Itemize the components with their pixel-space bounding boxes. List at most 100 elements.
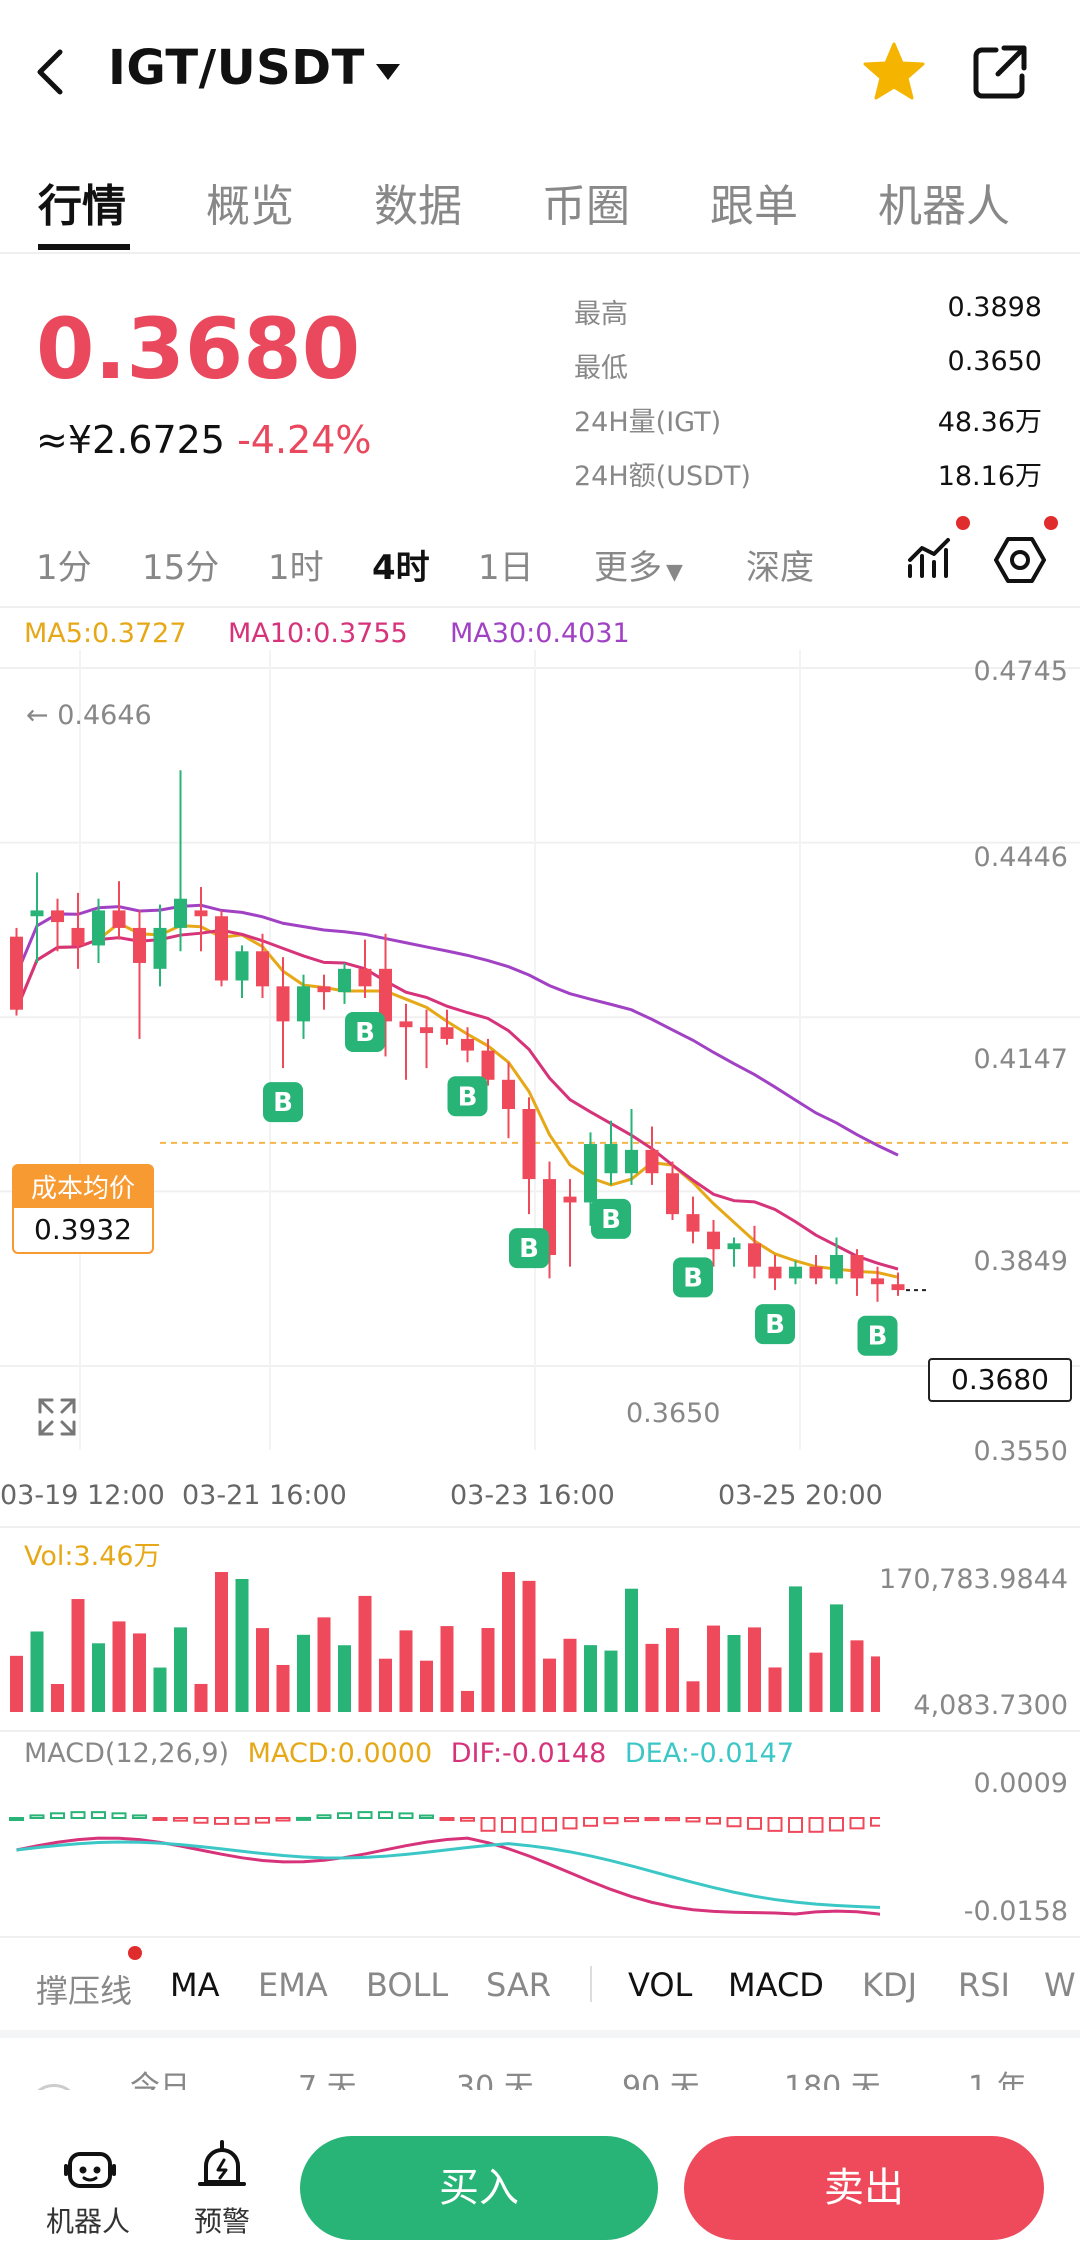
- indicator-sar[interactable]: SAR: [486, 1966, 552, 2004]
- candle-body: [194, 910, 208, 917]
- macd-bar: [849, 1817, 865, 1830]
- indicator-boll[interactable]: BOLL: [366, 1966, 449, 2004]
- candle-body: [30, 910, 44, 917]
- macd-bar: [562, 1817, 578, 1830]
- candlestick-chart[interactable]: B B B B B B B B: [0, 650, 1080, 1470]
- macd-bottom-label: -0.0158: [963, 1896, 1068, 1927]
- interval-4h[interactable]: 4时: [372, 548, 430, 588]
- indicator-kdj[interactable]: KDJ: [862, 1966, 918, 2004]
- tab-market[interactable]: 行情: [38, 181, 126, 232]
- y-axis-label: 0.3550: [973, 1436, 1068, 1467]
- tab-data[interactable]: 数据: [374, 181, 462, 232]
- indicator-ma[interactable]: MA: [170, 1966, 220, 2004]
- indicator-rsi[interactable]: RSI: [958, 1966, 1010, 2004]
- volume-bar: [543, 1658, 556, 1712]
- macd-bar: [378, 1811, 393, 1819]
- volume-bar: [645, 1643, 659, 1712]
- share-icon[interactable]: [970, 42, 1030, 102]
- candle-body: [850, 1255, 864, 1279]
- macd-bar: [173, 1817, 188, 1822]
- candle: [727, 1237, 741, 1267]
- interval-1h[interactable]: 1时: [268, 548, 324, 588]
- tab-robot[interactable]: 机器人: [878, 181, 1010, 232]
- interval-depth[interactable]: 深度: [746, 548, 814, 588]
- volume-bar: [809, 1652, 823, 1712]
- indicator-support-resistance[interactable]: 撑压线: [36, 1972, 133, 2010]
- buy-marker-label: B: [458, 1082, 478, 1112]
- candle: [707, 1219, 720, 1267]
- cost-average-tag: 成本均价: [12, 1164, 154, 1211]
- candle-body: [215, 916, 228, 981]
- macd-bar: [624, 1817, 639, 1823]
- back-arrow-icon[interactable]: [30, 46, 70, 98]
- alert-bell-icon[interactable]: [194, 2138, 250, 2194]
- x-axis-label: 03-19 12:00: [0, 1480, 165, 1511]
- interval-15m[interactable]: 15分: [142, 548, 220, 588]
- volume-bar: [727, 1635, 741, 1712]
- candle-body: [686, 1214, 700, 1232]
- volume-bar: [522, 1580, 536, 1712]
- macd-bar: [275, 1817, 291, 1822]
- candle-body: [830, 1255, 843, 1279]
- tab-community[interactable]: 币圈: [542, 181, 630, 232]
- sell-button[interactable]: 卖出: [684, 2136, 1044, 2240]
- buy-marker: B: [509, 1228, 549, 1269]
- tab-overview[interactable]: 概览: [206, 181, 294, 232]
- dropdown-icon[interactable]: [374, 62, 402, 82]
- interval-1m[interactable]: 1分: [36, 548, 92, 588]
- buy-button[interactable]: 买入: [300, 2136, 658, 2240]
- buy-marker-label: B: [601, 1205, 621, 1235]
- indicator-ema[interactable]: EMA: [258, 1966, 328, 2004]
- favorite-star-icon[interactable]: [862, 40, 926, 102]
- candle-body: [748, 1243, 761, 1267]
- macd-top-label: 0.0009: [973, 1768, 1068, 1799]
- main-tabs: 行情 概览 数据 币圈 跟单 机器人: [0, 160, 1080, 252]
- volume-bar: [174, 1627, 187, 1712]
- volume-legend: Vol:3.46万: [24, 1541, 161, 1572]
- macd-bar: [111, 1812, 127, 1820]
- low-annotation: 0.3650: [626, 1398, 721, 1429]
- volume-bar: [51, 1684, 64, 1712]
- candle-body: [891, 1284, 905, 1291]
- candle-body: [440, 1027, 454, 1039]
- volume-bar: [194, 1683, 208, 1712]
- y-axis-label: 0.3849: [973, 1246, 1068, 1277]
- interval-1d[interactable]: 1日: [478, 548, 534, 588]
- candle: [338, 962, 351, 1004]
- tab-copy-trade[interactable]: 跟单: [710, 181, 798, 232]
- candle-body: [666, 1173, 679, 1215]
- stat-low-label: 最低: [574, 353, 628, 384]
- volume-bar: [317, 1617, 331, 1712]
- buy-marker-bg: [673, 1257, 713, 1298]
- candle: [666, 1161, 679, 1220]
- indicator-macd[interactable]: MACD: [728, 1966, 824, 2004]
- alert-label[interactable]: 预警: [194, 2205, 251, 2238]
- volume-bar: [133, 1633, 146, 1712]
- volume-bar: [112, 1621, 126, 1712]
- candle: [686, 1196, 700, 1244]
- candle: [850, 1249, 864, 1296]
- indicator-notification-dot: [128, 1946, 142, 1960]
- divider: [0, 1730, 1080, 1732]
- candle-body: [71, 927, 85, 946]
- volume-bar: [399, 1630, 413, 1712]
- divider: [0, 606, 1080, 608]
- candle-body: [604, 1144, 618, 1174]
- buy-marker: B: [345, 1012, 385, 1053]
- macd-bar: [583, 1817, 598, 1827]
- settings-icon[interactable]: [994, 534, 1046, 586]
- interval-more[interactable]: 更多 ▼: [594, 540, 683, 589]
- candle: [358, 939, 372, 999]
- y-axis-label: 0.4147: [973, 1044, 1068, 1075]
- buy-marker-label: B: [355, 1018, 375, 1048]
- robot-label[interactable]: 机器人: [46, 2205, 131, 2238]
- robot-icon[interactable]: [62, 2140, 118, 2196]
- expand-icon[interactable]: [36, 1396, 78, 1438]
- indicator-vol[interactable]: VOL: [628, 1966, 693, 2004]
- pair-title[interactable]: IGT/USDT: [108, 40, 365, 96]
- drawing-tool-icon[interactable]: [904, 536, 952, 584]
- macd-bar: [521, 1817, 537, 1833]
- macd-bar: [152, 1817, 168, 1821]
- candle: [461, 1027, 474, 1063]
- indicator-w[interactable]: W: [1044, 1966, 1076, 2004]
